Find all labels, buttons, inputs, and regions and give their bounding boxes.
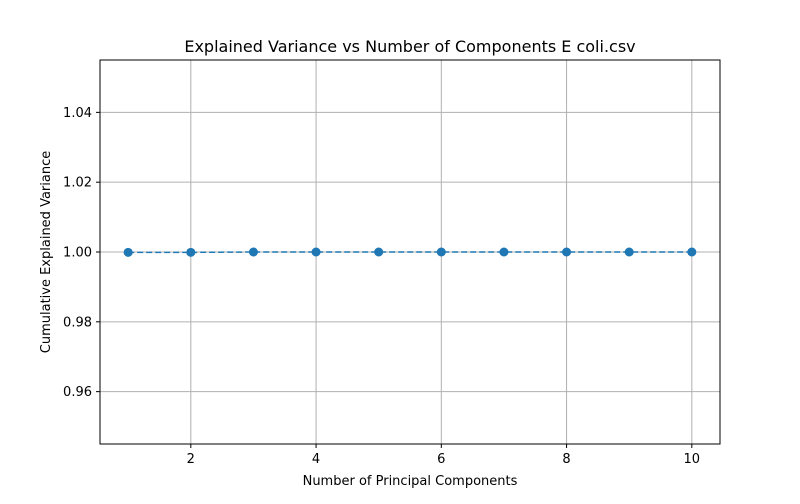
x-tick-label: 6	[437, 452, 445, 467]
x-tick-label: 2	[187, 452, 195, 467]
y-tick-label: 1.04	[63, 106, 92, 121]
y-tick-label: 1.00	[63, 246, 92, 261]
data-point	[124, 248, 133, 257]
x-tick-label: 8	[562, 452, 570, 467]
y-axis-label: Cumulative Explained Variance	[39, 151, 54, 353]
x-tick-label: 10	[684, 452, 701, 467]
y-tick-label: 0.96	[63, 385, 92, 400]
x-axis-label: Number of Principal Components	[303, 474, 518, 489]
data-point	[562, 248, 571, 257]
data-point	[499, 248, 508, 257]
y-tick-label: 1.02	[63, 176, 92, 191]
y-tick-label: 0.98	[63, 315, 92, 330]
data-point	[249, 248, 258, 257]
data-point	[687, 248, 696, 257]
data-point	[374, 248, 383, 257]
data-point	[186, 248, 195, 257]
data-point	[437, 248, 446, 257]
data-point	[625, 248, 634, 257]
data-point	[312, 248, 321, 257]
x-tick-label: 4	[312, 452, 320, 467]
chart-title: Explained Variance vs Number of Componen…	[184, 37, 635, 56]
